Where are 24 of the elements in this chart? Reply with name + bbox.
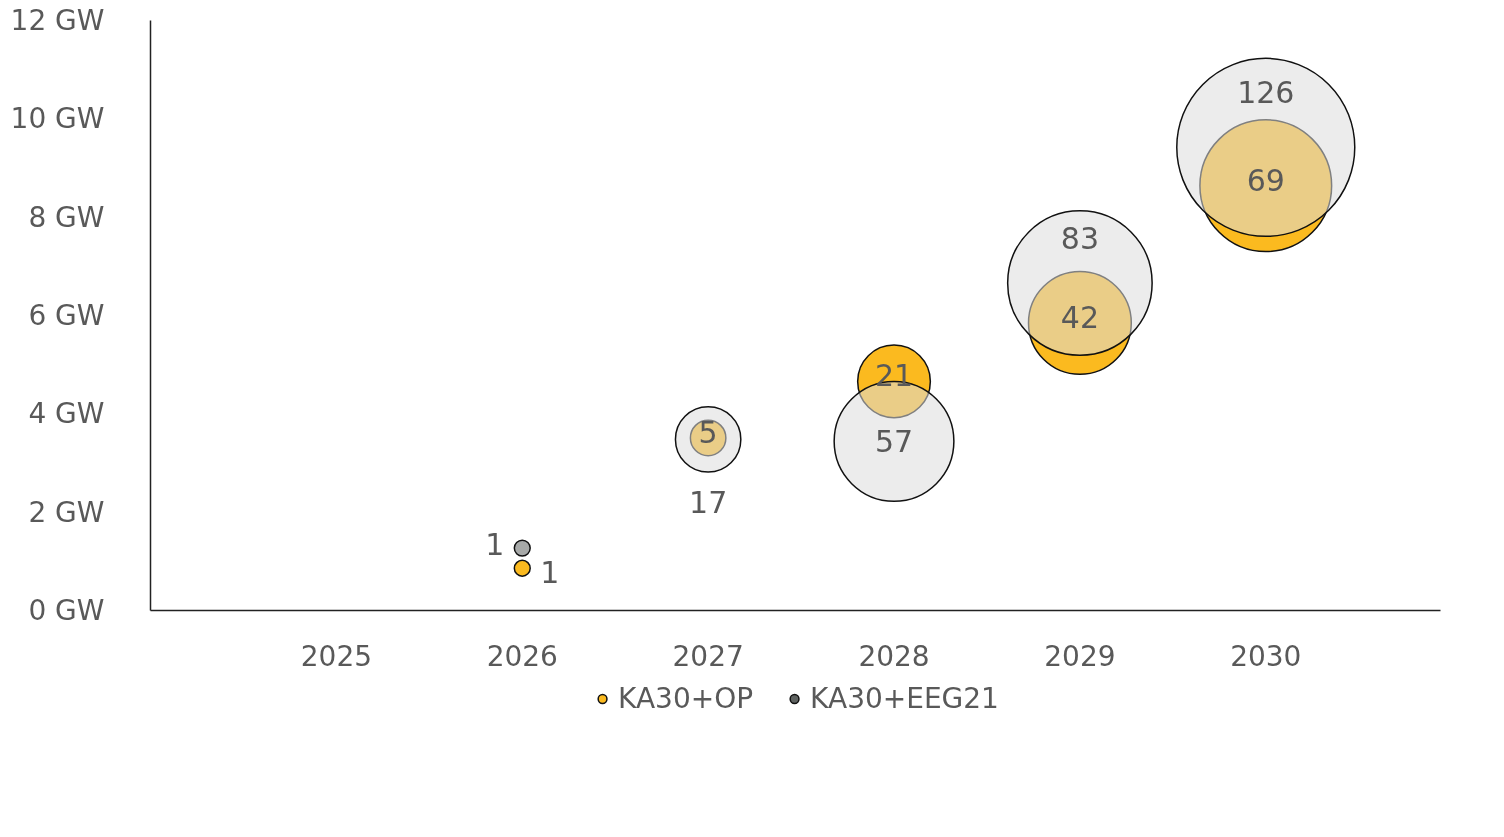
data-label: 126 — [1237, 75, 1295, 111]
x-tick-label: 2025 — [300, 639, 373, 673]
data-label: 5 — [698, 414, 718, 450]
x-tick-label: 2030 — [1230, 639, 1302, 673]
data-label: 57 — [874, 424, 914, 460]
legend-label: KA30+EEG21 — [810, 681, 999, 715]
y-tick-label: 4 GW — [28, 397, 105, 431]
data-label: 1 — [540, 555, 560, 591]
data-label: 69 — [1246, 162, 1285, 198]
data-label: 42 — [1060, 299, 1099, 335]
y-tick-label: 0 GW — [28, 594, 105, 627]
data-label: 83 — [1060, 221, 1099, 257]
x-tick-label: 2029 — [1044, 639, 1116, 673]
x-tick-label: 2028 — [858, 639, 930, 673]
data-label: 1 — [485, 527, 505, 563]
y-tick-label: 10 GW — [10, 102, 105, 136]
y-tick-label: 6 GW — [28, 299, 105, 332]
y-tick-label: 12 GW — [10, 4, 105, 37]
legend-label: KA30+OP — [618, 681, 754, 715]
data-label: 17 — [689, 485, 728, 521]
x-tick-label: 2027 — [672, 639, 744, 673]
x-tick-label: 2026 — [486, 639, 558, 673]
y-tick-label: 8 GW — [28, 200, 105, 234]
y-tick-label: 2 GW — [28, 495, 105, 529]
